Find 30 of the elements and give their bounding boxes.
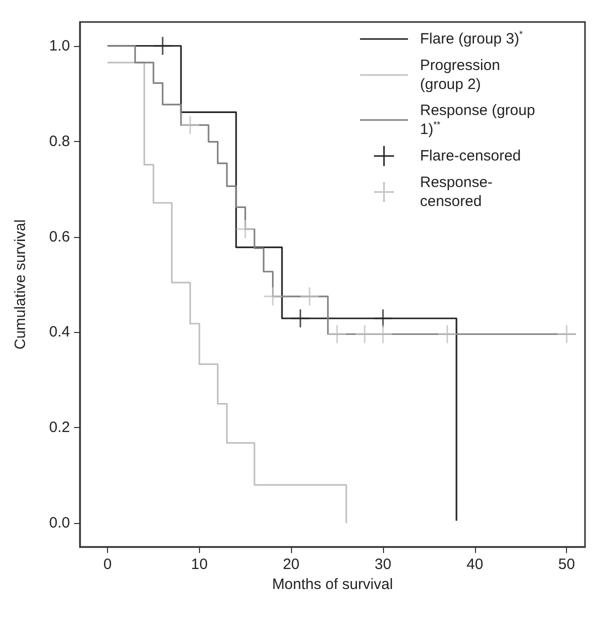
point [438, 324, 458, 344]
point [373, 324, 393, 344]
y-tick-label: 0.0 [49, 514, 70, 532]
y-tick-label: 0.4 [49, 324, 70, 341]
point [236, 219, 256, 239]
point [556, 324, 576, 344]
legend-label: Response (group 1)** [420, 102, 536, 138]
x-tick-label: 20 [282, 556, 300, 573]
x-tick-label: 40 [466, 556, 484, 573]
legend-label: Response-censored [420, 174, 493, 210]
y-tick-label: 0.2 [49, 419, 70, 436]
point [180, 115, 200, 135]
point [300, 286, 320, 306]
point [327, 324, 347, 344]
x-tick-label: 50 [558, 556, 575, 573]
point [152, 36, 172, 56]
y-axis-title: Cumulative survival [12, 219, 29, 350]
point [263, 286, 283, 306]
legend-label: Progression (group 2) [420, 57, 500, 93]
point [354, 324, 374, 344]
y-tick-label: 0.8 [49, 132, 70, 150]
y-tick-label: 1.0 [49, 37, 70, 54]
legend-label: Flare (group 3)* [420, 29, 524, 48]
x-tick-label: 0 [103, 556, 112, 573]
legend-label: Flare-censored [420, 148, 521, 164]
y-tick-label: 0.6 [49, 228, 70, 246]
x-axis-title: Months of survival [272, 576, 393, 593]
x-tick-label: 30 [374, 556, 392, 573]
point [290, 308, 310, 328]
x-tick-label: 10 [191, 556, 208, 573]
